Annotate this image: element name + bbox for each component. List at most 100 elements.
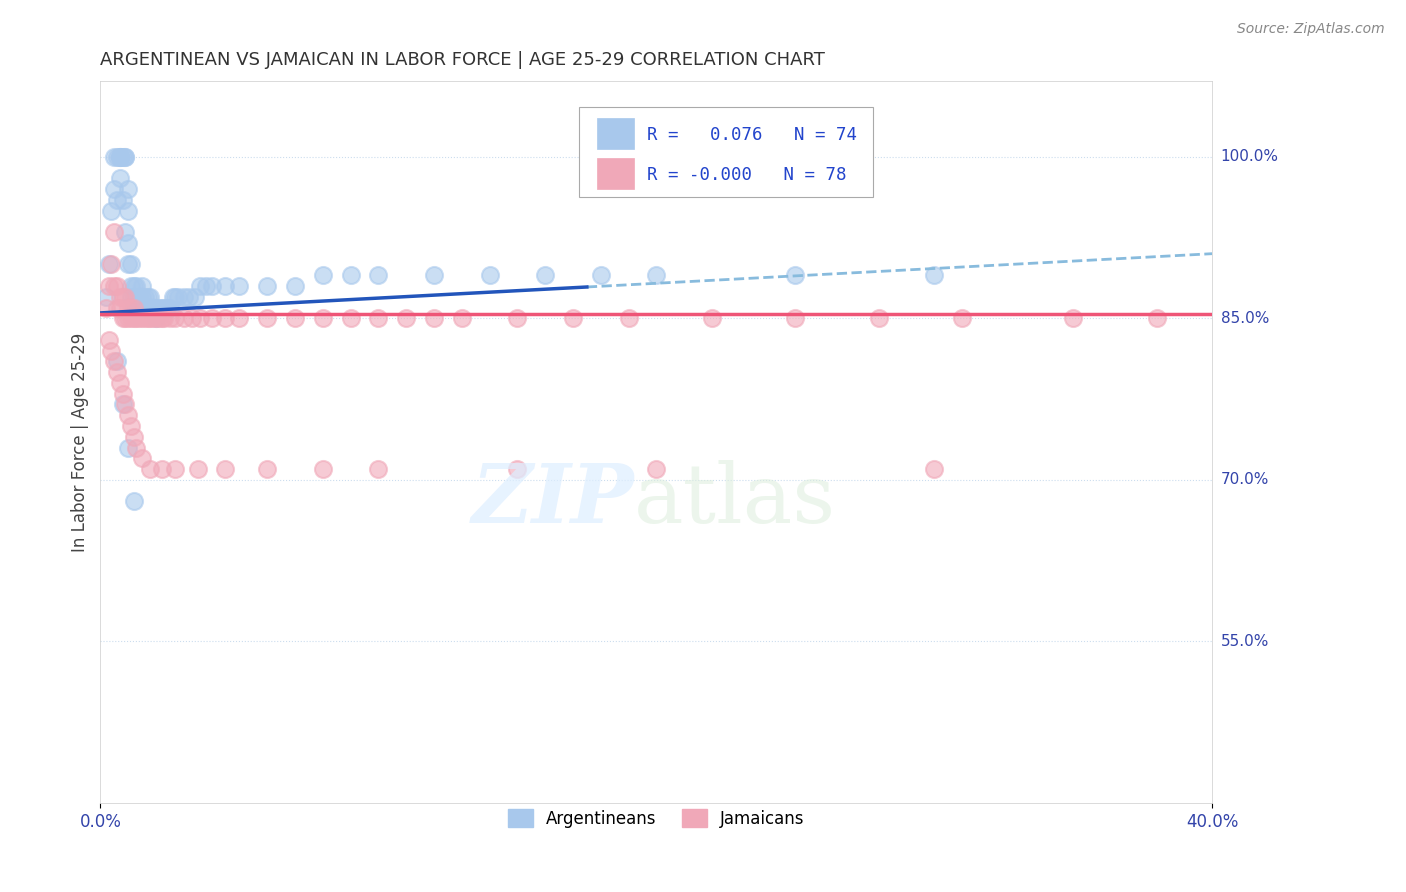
Point: [162, 290, 184, 304]
Point: [148, 301, 170, 315]
Text: R =   0.076   N = 74: R = 0.076 N = 74: [647, 126, 858, 145]
Legend: Argentineans, Jamaicans: Argentineans, Jamaicans: [502, 803, 811, 834]
Point: [150, 462, 173, 476]
Point: [165, 311, 187, 326]
Point: [145, 311, 167, 326]
Point: [117, 441, 139, 455]
Point: [142, 301, 165, 315]
Point: [131, 451, 153, 466]
Point: [128, 301, 150, 315]
Text: atlas: atlas: [634, 460, 837, 540]
Point: [103, 354, 125, 368]
Point: [506, 311, 529, 326]
Point: [181, 311, 204, 326]
Text: 85.0%: 85.0%: [1220, 310, 1270, 326]
Point: [190, 311, 212, 326]
Point: [136, 290, 159, 304]
Point: [145, 301, 167, 315]
Point: [148, 311, 170, 326]
Point: [228, 279, 250, 293]
Point: [367, 268, 389, 283]
Text: ARGENTINEAN VS JAMAICAN IN LABOR FORCE | AGE 25-29 CORRELATION CHART: ARGENTINEAN VS JAMAICAN IN LABOR FORCE |…: [100, 51, 825, 69]
Point: [114, 397, 136, 411]
Point: [122, 494, 145, 508]
Point: [924, 268, 946, 283]
Point: [256, 279, 278, 293]
Point: [312, 268, 335, 283]
Point: [339, 311, 361, 326]
Point: [108, 290, 131, 304]
Point: [173, 290, 195, 304]
Point: [136, 301, 159, 315]
Point: [100, 343, 122, 358]
Point: [105, 150, 128, 164]
Point: [173, 311, 195, 326]
Point: [145, 311, 167, 326]
Point: [950, 311, 973, 326]
Point: [103, 279, 125, 293]
Point: [134, 301, 156, 315]
Point: [100, 257, 122, 271]
Point: [131, 290, 153, 304]
FancyBboxPatch shape: [598, 158, 634, 188]
Point: [187, 462, 209, 476]
Text: ZIP: ZIP: [471, 460, 634, 540]
Point: [111, 193, 134, 207]
Point: [120, 311, 142, 326]
Point: [131, 279, 153, 293]
Point: [312, 311, 335, 326]
Point: [139, 462, 162, 476]
Point: [256, 311, 278, 326]
Point: [120, 419, 142, 434]
Point: [122, 430, 145, 444]
Point: [117, 311, 139, 326]
Point: [111, 397, 134, 411]
Point: [122, 311, 145, 326]
Point: [617, 311, 640, 326]
Point: [108, 301, 131, 315]
Point: [114, 150, 136, 164]
Point: [534, 268, 557, 283]
Point: [214, 311, 236, 326]
Point: [120, 257, 142, 271]
Point: [131, 301, 153, 315]
Point: [108, 150, 131, 164]
Point: [108, 376, 131, 390]
Point: [214, 279, 236, 293]
Point: [156, 301, 179, 315]
Point: [562, 311, 585, 326]
Point: [284, 311, 307, 326]
Point: [120, 301, 142, 315]
Point: [105, 365, 128, 379]
Point: [228, 311, 250, 326]
Point: [167, 290, 190, 304]
Point: [128, 290, 150, 304]
Point: [200, 311, 222, 326]
Point: [105, 354, 128, 368]
Point: [165, 290, 187, 304]
Point: [134, 311, 156, 326]
Text: R = -0.000   N = 78: R = -0.000 N = 78: [647, 166, 846, 184]
Point: [153, 311, 176, 326]
Point: [125, 301, 148, 315]
Point: [184, 290, 207, 304]
Point: [150, 301, 173, 315]
Point: [122, 290, 145, 304]
Point: [111, 311, 134, 326]
Point: [117, 301, 139, 315]
Point: [153, 301, 176, 315]
Point: [1062, 311, 1084, 326]
Point: [195, 279, 218, 293]
Point: [645, 268, 668, 283]
Point: [785, 311, 807, 326]
Point: [108, 150, 131, 164]
Point: [94, 301, 117, 315]
Point: [111, 386, 134, 401]
Point: [114, 150, 136, 164]
Point: [423, 268, 446, 283]
Point: [125, 279, 148, 293]
Point: [200, 279, 222, 293]
Point: [125, 311, 148, 326]
Point: [122, 301, 145, 315]
Point: [478, 268, 501, 283]
